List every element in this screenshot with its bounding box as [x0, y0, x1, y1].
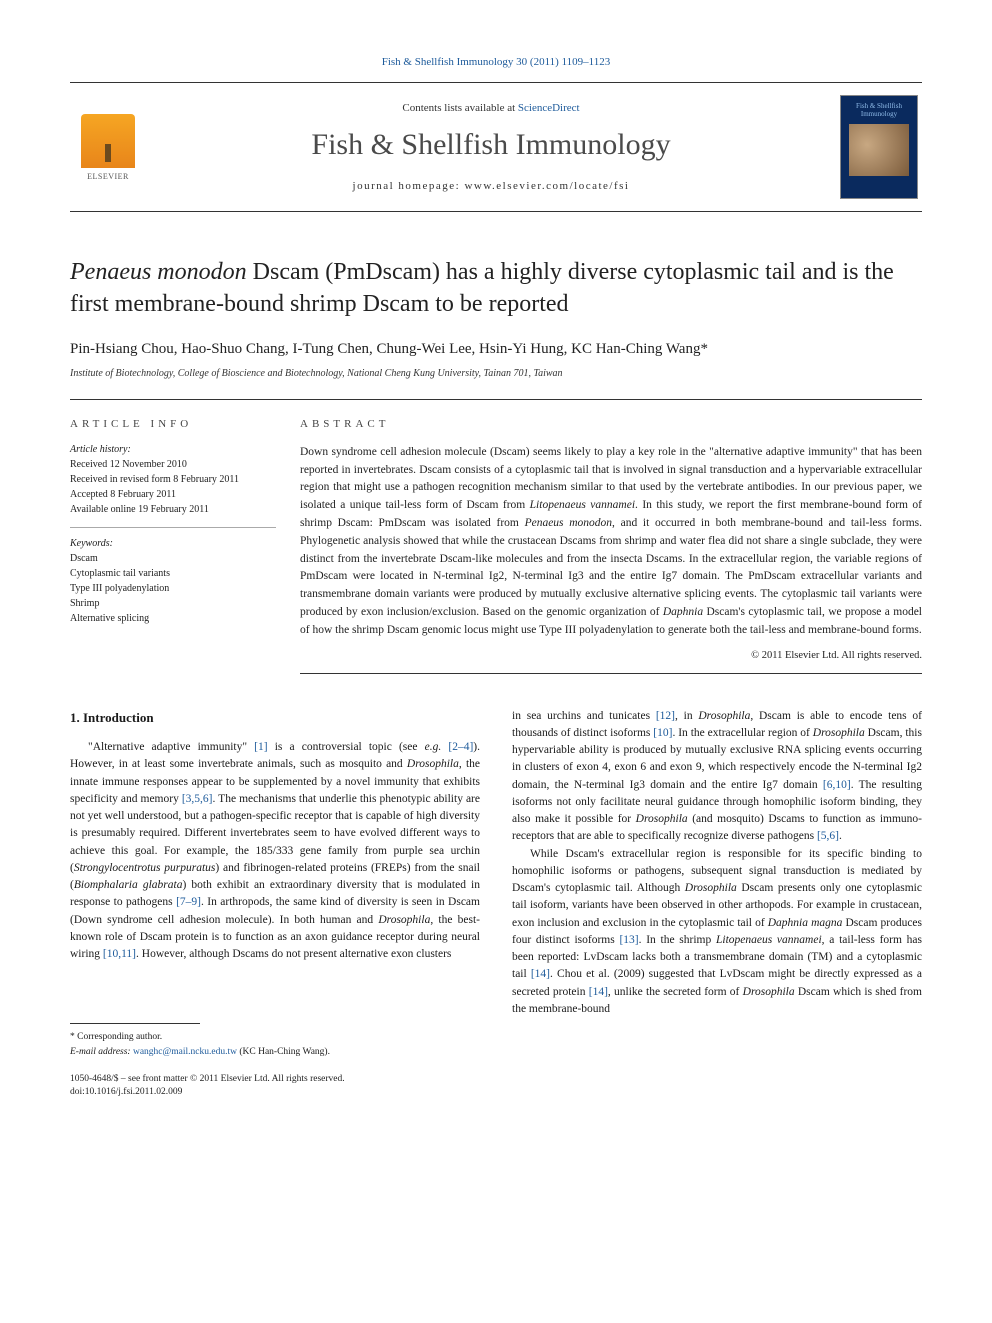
journal-cover-thumbnail: Fish & Shellfish Immunology: [840, 95, 918, 199]
journal-homepage-line: journal homepage: www.elsevier.com/locat…: [162, 180, 820, 192]
title-species-italic: Penaeus monodon: [70, 259, 247, 285]
issn-copyright-line: 1050-4648/$ – see front matter © 2011 El…: [70, 1073, 480, 1086]
contents-prefix: Contents lists available at: [402, 102, 517, 114]
history-accepted: Accepted 8 February 2011: [70, 487, 276, 502]
footnote-corresponding: * Corresponding author.: [70, 1030, 480, 1044]
body-column-left: 1. Introduction "Alternative adaptive im…: [70, 708, 480, 1100]
footnote-email-line: E-mail address: wanghc@mail.ncku.edu.tw …: [70, 1045, 480, 1059]
elsevier-tree-icon: [81, 114, 135, 168]
keywords-block: Keywords: Dscam Cytoplasmic tail variant…: [70, 538, 276, 626]
abstract-heading: ABSTRACT: [300, 418, 922, 430]
article-meta-row: ARTICLE INFO Article history: Received 1…: [70, 399, 922, 674]
elsevier-logo: ELSEVIER: [74, 107, 142, 187]
article-info-heading: ARTICLE INFO: [70, 418, 276, 430]
author-list: Pin-Hsiang Chou, Hao-Shuo Chang, I-Tung …: [70, 341, 922, 358]
keywords-label: Keywords:: [70, 538, 276, 549]
history-received: Received 12 November 2010: [70, 457, 276, 472]
intro-paragraph-1: "Alternative adaptive immunity" [1] is a…: [70, 739, 480, 963]
running-head-citation: Fish & Shellfish Immunology 30 (2011) 11…: [70, 56, 922, 68]
history-label: Article history:: [70, 444, 276, 455]
homepage-prefix: journal homepage:: [353, 180, 465, 192]
corresponding-author-mark: *: [700, 341, 708, 357]
keyword-4: Alternative splicing: [70, 611, 276, 626]
journal-title: Fish & Shellfish Immunology: [162, 128, 820, 162]
keyword-1: Cytoplasmic tail variants: [70, 566, 276, 581]
corresponding-email-link[interactable]: wanghc@mail.ncku.edu.tw: [133, 1047, 237, 1057]
contents-available-line: Contents lists available at ScienceDirec…: [162, 102, 820, 114]
cover-title-text: Fish & Shellfish Immunology: [856, 102, 902, 118]
sciencedirect-link[interactable]: ScienceDirect: [518, 102, 580, 114]
banner-center: Contents lists available at ScienceDirec…: [142, 102, 840, 192]
doi-line: doi:10.1016/j.fsi.2011.02.009: [70, 1086, 480, 1099]
keyword-2: Type III polyadenylation: [70, 581, 276, 596]
history-online: Available online 19 February 2011: [70, 502, 276, 517]
article-info-column: ARTICLE INFO Article history: Received 1…: [70, 418, 300, 674]
elsevier-wordmark: ELSEVIER: [87, 172, 129, 181]
email-author-name: (KC Han-Ching Wang).: [239, 1047, 330, 1057]
article-title: Penaeus monodon Dscam (PmDscam) has a hi…: [70, 256, 922, 321]
keyword-3: Shrimp: [70, 596, 276, 611]
authors-text: Pin-Hsiang Chou, Hao-Shuo Chang, I-Tung …: [70, 341, 700, 357]
intro-paragraph-1-cont: in sea urchins and tunicates [12], in Dr…: [512, 708, 922, 846]
affiliation: Institute of Biotechnology, College of B…: [70, 368, 922, 379]
keyword-0: Dscam: [70, 551, 276, 566]
article-history-block: Article history: Received 12 November 20…: [70, 444, 276, 528]
email-label: E-mail address:: [70, 1047, 131, 1057]
abstract-column: ABSTRACT Down syndrome cell adhesion mol…: [300, 418, 922, 674]
front-matter-block: 1050-4648/$ – see front matter © 2011 El…: [70, 1073, 480, 1100]
abstract-copyright: © 2011 Elsevier Ltd. All rights reserved…: [300, 650, 922, 661]
journal-banner: ELSEVIER Contents lists available at Sci…: [70, 82, 922, 212]
section-1-heading: 1. Introduction: [70, 708, 480, 728]
history-revised: Received in revised form 8 February 2011: [70, 472, 276, 487]
intro-paragraph-2: While Dscam's extracellular region is re…: [512, 846, 922, 1019]
homepage-url: www.elsevier.com/locate/fsi: [464, 180, 629, 192]
body-column-right: in sea urchins and tunicates [12], in Dr…: [512, 708, 922, 1100]
cover-image-icon: [849, 124, 909, 176]
page-root: Fish & Shellfish Immunology 30 (2011) 11…: [0, 0, 992, 1150]
footnote-rule: [70, 1023, 200, 1024]
abstract-text: Down syndrome cell adhesion molecule (Ds…: [300, 444, 922, 640]
body-two-column: 1. Introduction "Alternative adaptive im…: [70, 708, 922, 1100]
